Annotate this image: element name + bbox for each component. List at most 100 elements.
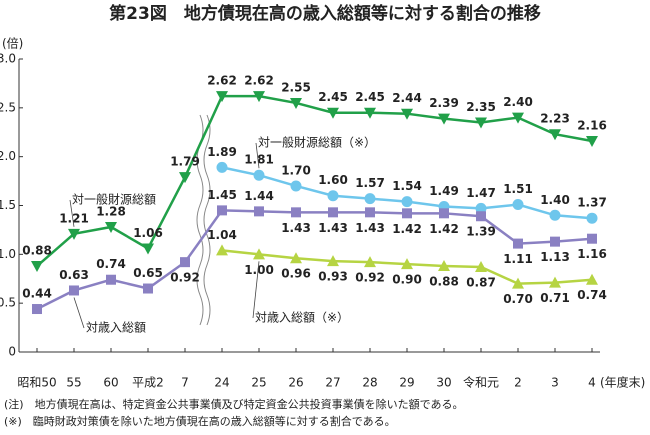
data-label: 1.89	[207, 145, 237, 159]
x-tick-label: 29	[399, 376, 414, 390]
data-label: 1.16	[577, 247, 607, 261]
marker	[216, 91, 228, 103]
marker	[550, 236, 560, 247]
note: (※) 臨時財政対策債を除いた地方債現在高の歳入総額等に対する割合である。	[4, 414, 396, 428]
data-label: 0.74	[96, 257, 126, 271]
series-line	[36, 94, 593, 267]
marker	[513, 238, 523, 249]
marker	[401, 108, 413, 120]
leader-line	[252, 261, 260, 319]
series-label: 対一般財源総額（※）	[258, 135, 376, 150]
data-label: 1.11	[503, 252, 533, 266]
data-label: 2.16	[577, 119, 607, 133]
data-label: 0.92	[170, 271, 200, 285]
marker	[438, 113, 450, 125]
marker	[291, 207, 301, 218]
marker	[328, 207, 338, 218]
marker	[253, 169, 265, 181]
marker	[180, 257, 190, 268]
marker	[512, 112, 524, 124]
marker	[512, 277, 524, 289]
marker	[586, 212, 598, 224]
x-tick-label: 平成2	[132, 376, 164, 390]
marker	[68, 228, 80, 240]
data-label: 1.21	[59, 211, 89, 225]
data-label: 0.88	[429, 275, 459, 289]
marker	[254, 206, 264, 217]
marker	[549, 276, 561, 288]
marker	[402, 208, 412, 219]
x-tick-label: 26	[288, 376, 303, 390]
y-tick-label: 1.0	[0, 247, 16, 261]
leader-line	[69, 199, 75, 227]
data-label: 1.70	[281, 163, 311, 177]
data-label: 1.54	[392, 179, 422, 193]
x-tick-label: 7	[181, 376, 189, 390]
x-tick-label: 55	[66, 376, 81, 390]
data-label: 0.96	[281, 267, 311, 281]
leader-line	[73, 297, 85, 329]
y-tick-label: 1.5	[0, 198, 16, 212]
marker	[216, 161, 228, 173]
y-tick-label: 0	[8, 345, 16, 359]
marker	[475, 261, 487, 273]
marker	[364, 256, 376, 268]
y-tick-label: 2.5	[0, 100, 16, 114]
data-label: 1.47	[466, 186, 496, 200]
marker	[439, 208, 449, 219]
data-label: 1.43	[355, 221, 385, 235]
marker	[549, 209, 561, 221]
data-label: 0.70	[503, 292, 533, 306]
marker	[290, 252, 302, 264]
marker	[365, 207, 375, 218]
marker	[327, 190, 339, 202]
data-label: 1.37	[577, 196, 607, 210]
data-label: 1.45	[207, 188, 237, 202]
marker	[438, 260, 450, 272]
marker	[401, 258, 413, 270]
x-tick-label: 昭和50	[17, 376, 56, 390]
y-tick-label: 0.5	[0, 296, 16, 310]
data-label: 0.92	[355, 271, 385, 285]
data-label: 1.13	[540, 250, 570, 264]
series-label: 対一般財源総額	[72, 192, 156, 207]
data-label: 0.63	[59, 268, 89, 282]
marker	[586, 273, 598, 285]
data-label: 1.28	[96, 204, 126, 218]
marker	[549, 129, 561, 141]
y-axis-label: (倍)	[2, 36, 23, 51]
x-tick-label: 25	[251, 376, 266, 390]
data-label: 1.00	[244, 263, 274, 277]
data-label: 0.87	[466, 276, 496, 290]
marker	[512, 199, 524, 211]
data-label: 1.43	[281, 221, 311, 235]
x-tick-label: 3	[551, 376, 559, 390]
data-label: 0.93	[318, 270, 348, 284]
series-label: 対歳入総額（※）	[255, 311, 349, 325]
x-tick-label: 30	[436, 376, 451, 390]
data-label: 1.44	[244, 189, 274, 203]
marker	[587, 233, 597, 244]
data-label: 1.51	[503, 182, 533, 196]
data-label: 0.90	[392, 273, 422, 287]
data-label: 1.43	[318, 221, 348, 235]
x-tick-label: 24	[214, 376, 229, 390]
y-tick-label: 3.0	[0, 52, 16, 66]
marker	[253, 91, 265, 103]
x-tick-label: 令和元	[463, 375, 499, 390]
marker	[327, 255, 339, 267]
data-label: 2.55	[281, 80, 311, 94]
data-label: 2.45	[355, 90, 385, 104]
data-label: 2.40	[503, 95, 533, 109]
marker	[290, 180, 302, 192]
data-label: 0.44	[22, 287, 52, 301]
leader-line	[255, 142, 260, 169]
data-label: 1.39	[466, 225, 496, 239]
chart-title: 第23図 地方債現在高の歳入総額等に対する割合の推移	[109, 3, 541, 24]
marker	[69, 285, 79, 296]
marker	[364, 193, 376, 205]
marker	[179, 172, 191, 184]
x-axis-label: (年度末)	[600, 375, 645, 390]
x-tick-label: 60	[103, 376, 118, 390]
marker	[31, 261, 43, 273]
